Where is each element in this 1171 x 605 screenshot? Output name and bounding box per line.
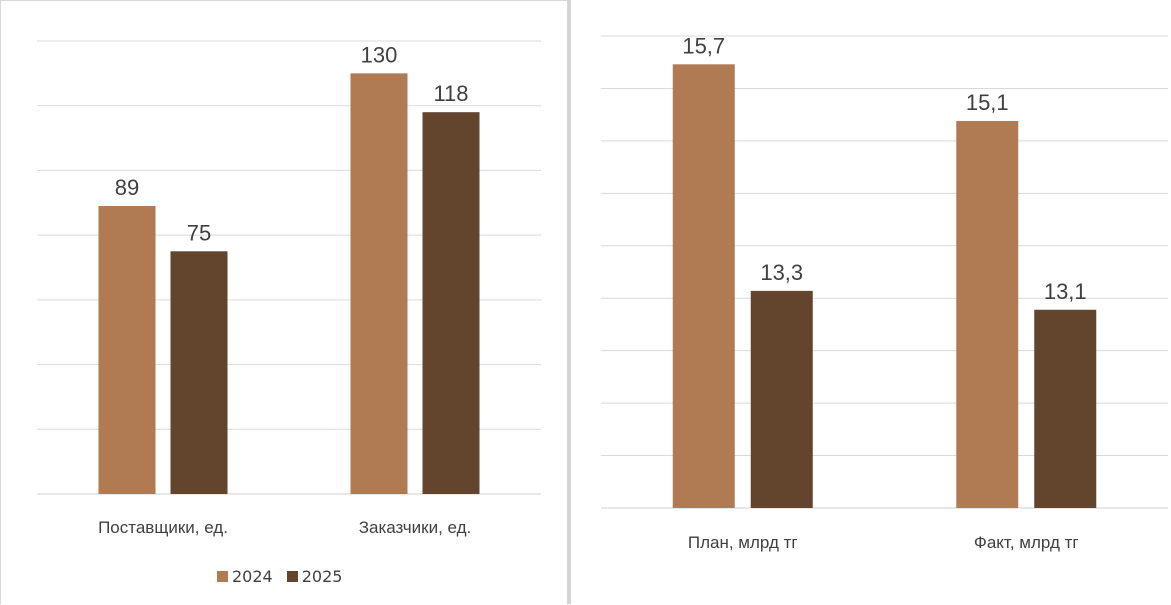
bar-2024-1 [956,120,1019,509]
bar-2024-1 [350,73,408,494]
data-label: 130 [361,42,398,67]
bar-2025-0 [750,290,813,508]
legend-label-2025: 2025 [301,567,343,586]
category-label: Поставщики, ед. [98,518,228,537]
bar-2024-0 [98,206,156,494]
legend-swatch-2024 [217,571,228,582]
data-label: 89 [115,175,139,200]
data-label: 13,1 [1044,279,1087,304]
bar-2024-0 [672,64,735,508]
left-chart-panel: 89 75 Поставщики, ед. 130 118 Заказчики, ед. … [0,0,567,604]
legend-label-2024: 2024 [232,567,273,586]
data-label: 75 [187,220,211,245]
data-label: 13,3 [760,260,803,285]
data-label: 15,1 [966,90,1009,115]
legend-item-2024: 2024 [217,567,273,586]
category-label: Заказчики, ед. [359,518,471,537]
bar-2025-0 [170,251,228,494]
category-label: Факт, млрд тг [974,533,1079,552]
chart-legend: 2024 2025 [217,567,350,586]
right-bar-chart: 15,7 13,3 План, млрд тг 15,1 13,1 Факт, млрд … [601,33,1168,552]
data-label: 15,7 [682,33,725,58]
left-bar-chart: 89 75 Поставщики, ед. 130 118 Заказчики, ед. [37,40,541,537]
right-chart-panel: 15,7 13,3 План, млрд тг 15,1 13,1 Факт, млрд … [571,0,1171,604]
legend-swatch-2025 [286,571,298,582]
bar-2025-1 [422,112,480,494]
category-label: План, млрд тг [688,533,798,552]
panel-divider [567,0,571,604]
legend-item-2025: 2025 [286,567,343,586]
bar-2025-1 [1034,309,1097,508]
data-label: 118 [433,81,468,106]
